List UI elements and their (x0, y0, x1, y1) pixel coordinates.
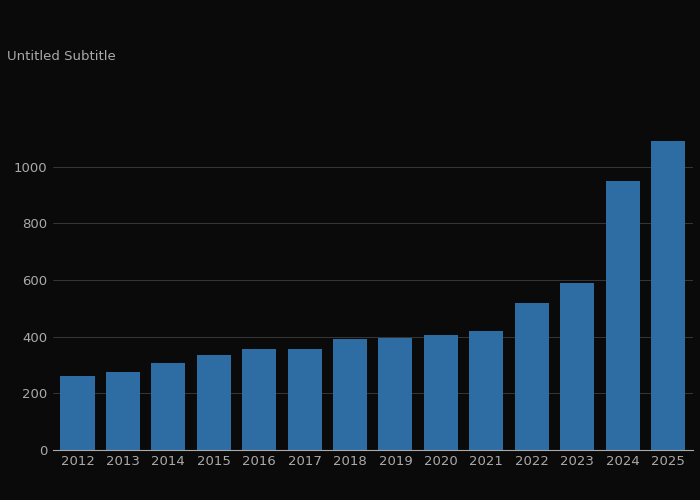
Bar (333, 339, 367, 450)
Bar (151, 362, 186, 450)
Bar (60, 376, 94, 450)
Bar (560, 283, 594, 450)
Bar (288, 349, 321, 450)
Bar (379, 338, 412, 450)
Bar (106, 372, 140, 450)
Bar (242, 350, 276, 450)
Bar (197, 355, 231, 450)
Bar (424, 335, 458, 450)
Bar (606, 181, 640, 450)
Bar (514, 302, 549, 450)
Bar (651, 141, 685, 450)
Bar (469, 330, 503, 450)
Text: Untitled Subtitle: Untitled Subtitle (7, 50, 116, 63)
